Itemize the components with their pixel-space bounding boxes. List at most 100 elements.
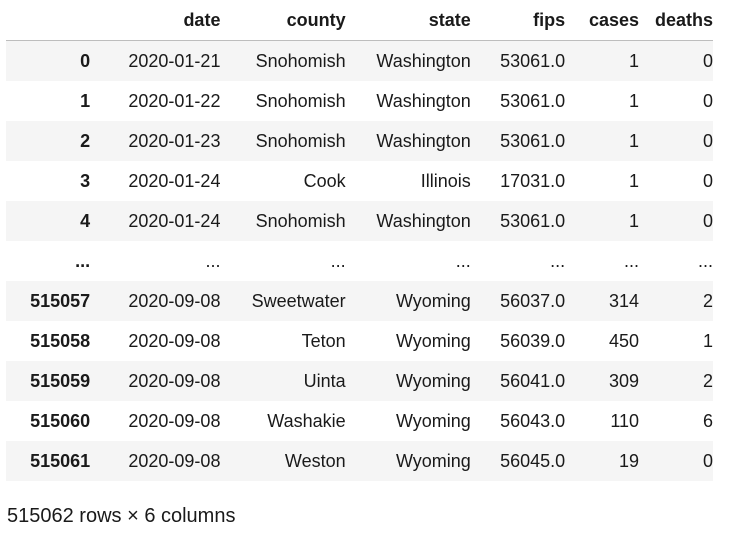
cell-county: Snohomish: [255, 210, 346, 231]
cell-state: Wyoming: [395, 450, 471, 471]
column-header-deaths: deaths: [639, 0, 713, 41]
dataframe-table: date county state fips cases deaths 0 20…: [6, 0, 713, 481]
cell-cases: 1: [629, 170, 640, 191]
cell-county: Weston: [284, 450, 346, 471]
row-index: 515061: [30, 450, 91, 471]
cell-deaths: 6: [702, 410, 713, 431]
header-row: date county state fips cases deaths: [6, 0, 713, 41]
row-index: 515058: [30, 330, 91, 351]
row-index: 0: [80, 50, 91, 71]
table-row: 515058 2020-09-08 Teton Wyoming 56039.0 …: [6, 321, 713, 361]
cell-county: ...: [330, 250, 346, 271]
index-header: [6, 0, 91, 41]
row-index: 3: [80, 170, 91, 191]
cell-state: Washington: [376, 210, 471, 231]
column-header-cases: cases: [565, 0, 640, 41]
cell-fips: 53061.0: [500, 50, 566, 71]
cell-fips: 56039.0: [500, 330, 566, 351]
cell-date: ...: [205, 250, 221, 271]
cell-deaths: 0: [702, 210, 713, 231]
cell-state: Washington: [376, 130, 471, 151]
cell-cases: 450: [609, 330, 640, 351]
cell-state: Illinois: [420, 170, 471, 191]
cell-fips: 56041.0: [500, 370, 566, 391]
cell-fips: 53061.0: [500, 90, 566, 111]
cell-state: Wyoming: [395, 370, 471, 391]
cell-state: Washington: [376, 90, 471, 111]
table-row-ellipsis: ... ... ... ... ... ... ...: [6, 241, 713, 281]
row-index: 515059: [30, 370, 91, 391]
table-row: 515057 2020-09-08 Sweetwater Wyoming 560…: [6, 281, 713, 321]
cell-date: 2020-09-08: [128, 370, 221, 391]
table-row: 515059 2020-09-08 Uinta Wyoming 56041.0 …: [6, 361, 713, 401]
cell-deaths: 1: [702, 330, 713, 351]
row-index: 515060: [30, 410, 91, 431]
cell-deaths: 2: [702, 290, 713, 311]
cell-state: Wyoming: [395, 410, 471, 431]
cell-cases: 309: [609, 370, 640, 391]
cell-fips: ...: [550, 250, 566, 271]
cell-county: Cook: [303, 170, 346, 191]
cell-date: 2020-01-22: [128, 90, 221, 111]
cell-county: Sweetwater: [251, 290, 346, 311]
table-row: 1 2020-01-22 Snohomish Washington 53061.…: [6, 81, 713, 121]
cell-cases: 1: [629, 90, 640, 111]
cell-cases: ...: [624, 250, 640, 271]
cell-county: Snohomish: [255, 130, 346, 151]
cell-state: Wyoming: [395, 290, 471, 311]
cell-deaths: 2: [702, 370, 713, 391]
cell-date: 2020-01-23: [128, 130, 221, 151]
row-index: 1: [80, 90, 91, 111]
cell-date: 2020-01-21: [128, 50, 221, 71]
table-row: 4 2020-01-24 Snohomish Washington 53061.…: [6, 201, 713, 241]
column-header-date: date: [90, 0, 221, 41]
cell-date: 2020-01-24: [128, 170, 221, 191]
cell-fips: 53061.0: [500, 130, 566, 151]
cell-county: Uinta: [303, 370, 346, 391]
cell-fips: 56043.0: [500, 410, 566, 431]
column-header-fips: fips: [470, 0, 566, 41]
cell-cases: 19: [619, 450, 640, 471]
row-index: 515057: [30, 290, 91, 311]
cell-date: 2020-09-08: [128, 450, 221, 471]
column-header-county: county: [220, 0, 346, 41]
cell-date: 2020-09-08: [128, 330, 221, 351]
cell-deaths: 0: [702, 50, 713, 71]
cell-fips: 56045.0: [500, 450, 566, 471]
table-row: 2 2020-01-23 Snohomish Washington 53061.…: [6, 121, 713, 161]
row-index: 2: [80, 130, 91, 151]
row-index: 4: [80, 210, 91, 231]
cell-cases: 110: [610, 410, 640, 431]
cell-fips: 56037.0: [500, 290, 566, 311]
cell-county: Snohomish: [255, 50, 346, 71]
cell-county: Snohomish: [255, 90, 346, 111]
table-row: 3 2020-01-24 Cook Illinois 17031.0 1 0: [6, 161, 713, 201]
cell-date: 2020-01-24: [128, 210, 221, 231]
cell-state: Washington: [376, 50, 471, 71]
cell-county: Teton: [301, 330, 346, 351]
cell-fips: 53061.0: [500, 210, 566, 231]
cell-cases: 1: [629, 130, 640, 151]
table-row: 0 2020-01-21 Snohomish Washington 53061.…: [6, 40, 713, 81]
column-header-state: state: [345, 0, 471, 41]
cell-cases: 1: [629, 50, 640, 71]
cell-deaths: 0: [702, 130, 713, 151]
cell-cases: 1: [629, 210, 640, 231]
row-index: ...: [75, 250, 91, 271]
cell-deaths: ...: [697, 250, 713, 271]
table-body: 0 2020-01-21 Snohomish Washington 53061.…: [6, 40, 713, 481]
cell-cases: 314: [609, 290, 640, 311]
cell-state: ...: [455, 250, 471, 271]
cell-date: 2020-09-08: [128, 410, 221, 431]
cell-deaths: 0: [702, 90, 713, 111]
table-row: 515060 2020-09-08 Washakie Wyoming 56043…: [6, 401, 713, 441]
table-row: 515061 2020-09-08 Weston Wyoming 56045.0…: [6, 441, 713, 481]
dataframe-shape-summary: 515062 rows × 6 columns: [7, 505, 236, 527]
cell-deaths: 0: [702, 170, 713, 191]
cell-county: Washakie: [267, 410, 346, 431]
cell-fips: 17031.0: [500, 170, 566, 191]
cell-date: 2020-09-08: [128, 290, 221, 311]
table-header: date county state fips cases deaths: [6, 0, 713, 41]
cell-deaths: 0: [702, 450, 713, 471]
